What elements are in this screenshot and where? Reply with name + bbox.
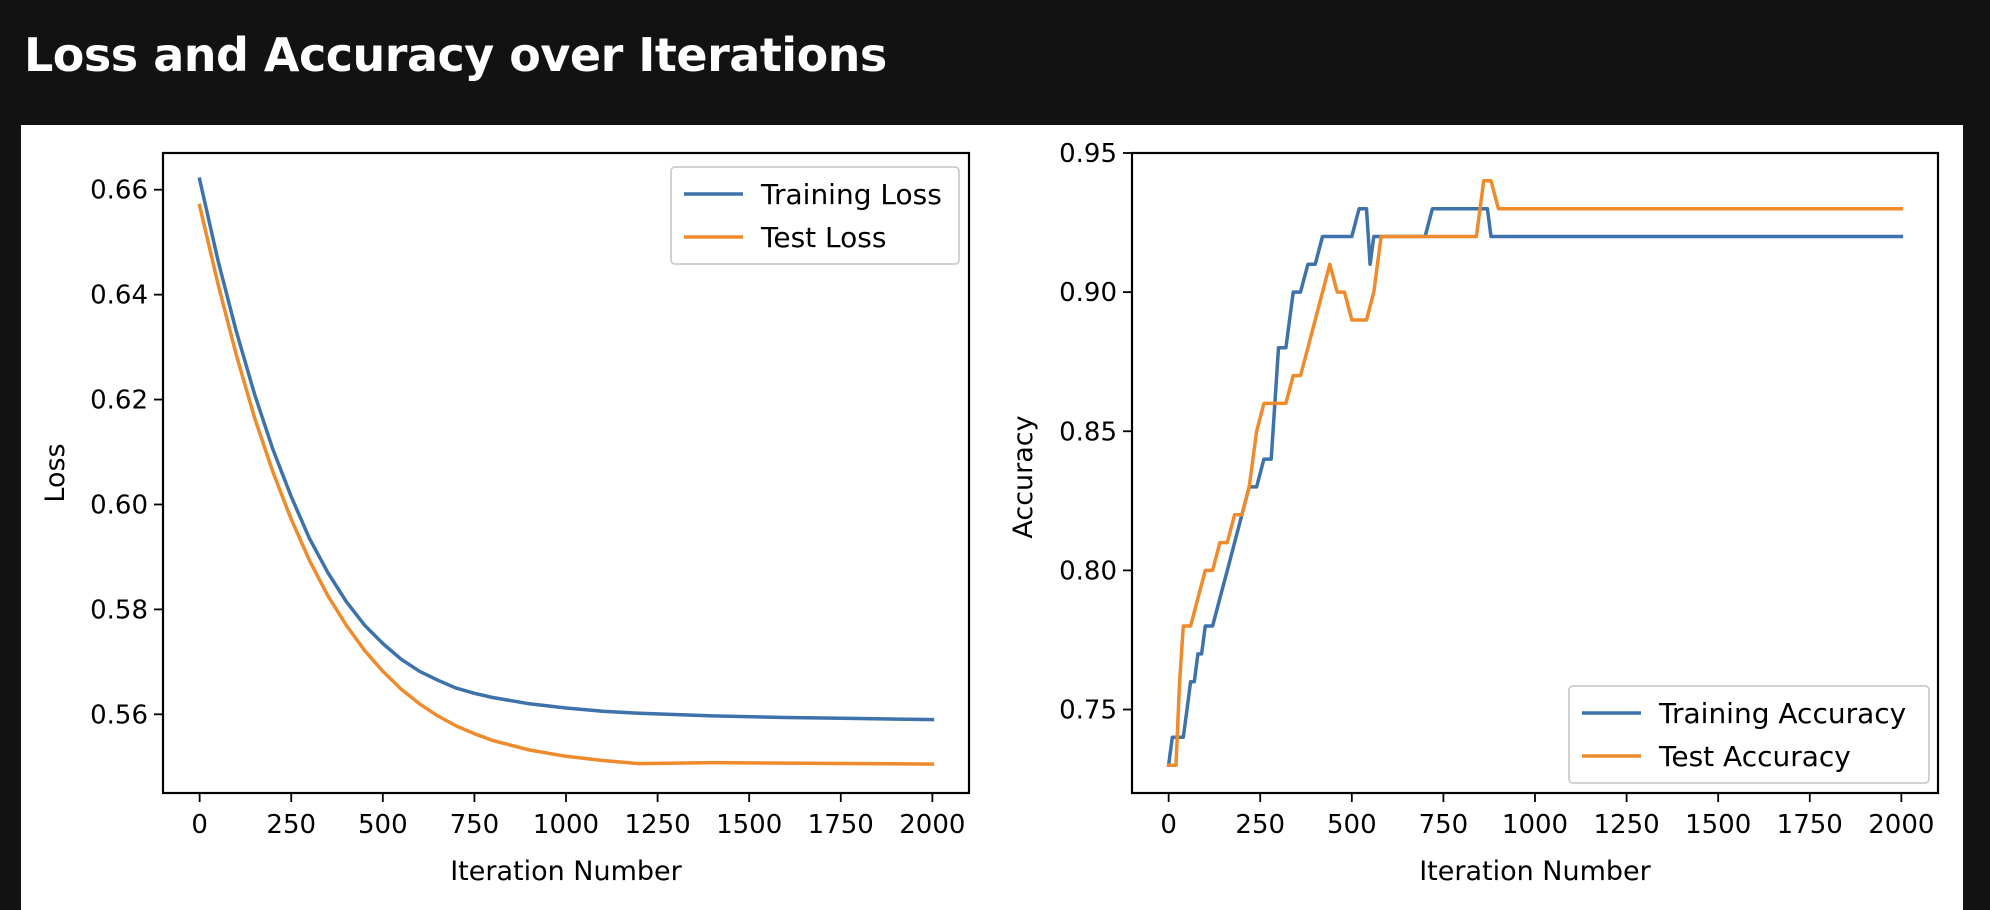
legend-label-test-loss: Test Loss [760,221,886,254]
training-accuracy-line [1166,206,1904,768]
loss-x-tick-label: 1750 [808,810,874,840]
loss-y-tick-label: 0.66 [90,176,148,206]
accuracy-x-tick-label: 2000 [1868,810,1934,840]
loss-x-tick-label: 0 [191,810,208,840]
loss-x-tick-label: 500 [358,810,408,840]
loss-plot-frame [161,151,971,795]
loss-legend: Training Loss Test Loss [670,166,960,265]
accuracy-x-tick-label: 1750 [1777,810,1843,840]
page-title: Loss and Accuracy over Iterations [24,28,887,82]
accuracy-y-axis-label: Accuracy [1008,415,1039,538]
loss-legend-box [670,166,960,265]
loss-axis-ticks: 0 250 500 750 1000 1250 1500 1750 2000 0.56 0.58 0.… [90,176,965,840]
accuracy-plot-frame [1130,151,1940,795]
accuracy-y-tick-label: 0.80 [1059,556,1117,586]
loss-y-axis-label: Loss [40,443,71,502]
loss-x-tick-label: 2000 [899,810,965,840]
test-accuracy-line [1166,179,1904,767]
training-loss-line [197,177,935,722]
loss-y-tick-label: 0.58 [90,595,148,625]
accuracy-chart: 0 250 500 750 1000 1250 1500 1750 2000 0.75 0.80 0.… [1008,139,1940,887]
accuracy-x-tick-label: 500 [1327,810,1377,840]
accuracy-x-tick-label: 1500 [1685,810,1751,840]
accuracy-series-lines [1166,179,1904,768]
loss-series-lines [197,177,935,766]
loss-x-tick-label: 1500 [716,810,782,840]
accuracy-legend-box [1568,685,1930,784]
loss-y-tick-label: 0.60 [90,490,148,520]
test-loss-line [197,203,935,766]
loss-x-tick-label: 1250 [625,810,691,840]
accuracy-x-tick-label: 1000 [1502,810,1568,840]
accuracy-y-tick-label: 0.85 [1059,417,1117,447]
accuracy-axis-ticks: 0 250 500 750 1000 1250 1500 1750 2000 0.75 0.80 0.… [1059,139,1934,840]
loss-x-axis-label: Iteration Number [450,856,682,887]
loss-y-tick-label: 0.62 [90,386,148,416]
accuracy-y-tick-label: 0.75 [1059,696,1117,726]
legend-label-test-accuracy: Test Accuracy [1658,740,1851,773]
figure-panel: 0 250 500 750 1000 1250 1500 1750 2000 0.56 0.58 0.… [21,125,1963,910]
accuracy-x-tick-label: 0 [1160,810,1177,840]
loss-y-tick-label: 0.64 [90,281,148,311]
loss-x-tick-label: 750 [450,810,500,840]
accuracy-x-tick-label: 1250 [1594,810,1660,840]
accuracy-x-axis-label: Iteration Number [1419,856,1651,887]
loss-x-tick-label: 250 [266,810,316,840]
accuracy-x-tick-label: 250 [1235,810,1285,840]
loss-chart: 0 250 500 750 1000 1250 1500 1750 2000 0.56 0.58 0.… [40,151,971,887]
legend-label-training-accuracy: Training Accuracy [1658,697,1906,730]
loss-y-tick-label: 0.56 [90,700,148,730]
legend-label-training-loss: Training Loss [760,178,942,211]
accuracy-legend: Training Accuracy Test Accuracy [1568,685,1930,784]
accuracy-y-tick-label: 0.90 [1059,278,1117,308]
accuracy-x-tick-label: 750 [1419,810,1469,840]
charts-figure: 0 250 500 750 1000 1250 1500 1750 2000 0.56 0.58 0.… [40,139,1940,887]
accuracy-y-tick-label: 0.95 [1059,139,1117,169]
loss-x-tick-label: 1000 [533,810,599,840]
